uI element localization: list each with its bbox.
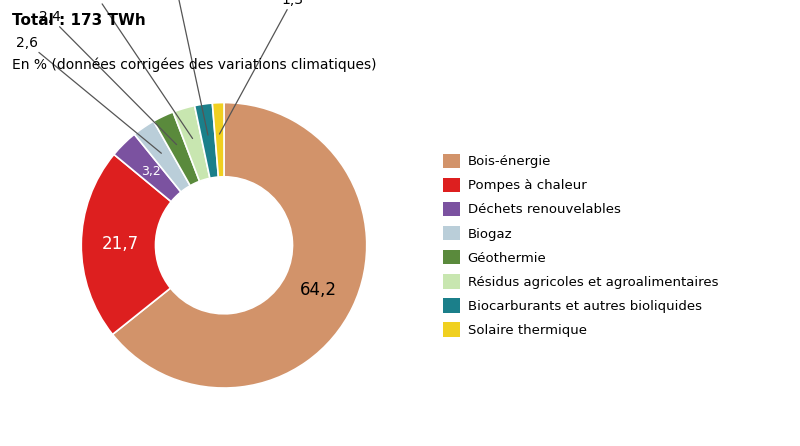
Text: En % (données corrigées des variations climatiques): En % (données corrigées des variations c… [12, 58, 377, 73]
Text: 3,2: 3,2 [141, 165, 161, 178]
Wedge shape [113, 103, 366, 388]
Wedge shape [154, 112, 199, 186]
Text: 2,4: 2,4 [39, 10, 177, 145]
Text: 2,5: 2,5 [85, 0, 193, 139]
Text: 21,7: 21,7 [102, 235, 138, 253]
Wedge shape [134, 121, 190, 192]
Text: 2: 2 [170, 0, 208, 135]
Text: 1,3: 1,3 [219, 0, 303, 134]
Wedge shape [173, 106, 210, 182]
Legend: Bois-énergie, Pompes à chaleur, Déchets renouvelables, Biogaz, Géothermie, Résid: Bois-énergie, Pompes à chaleur, Déchets … [438, 150, 722, 341]
Text: 64,2: 64,2 [299, 281, 336, 299]
Text: 2,6: 2,6 [16, 36, 162, 153]
Wedge shape [194, 103, 218, 178]
Wedge shape [82, 154, 171, 334]
Wedge shape [212, 103, 224, 177]
Wedge shape [114, 134, 181, 202]
Text: Total : 173 TWh: Total : 173 TWh [12, 13, 146, 29]
